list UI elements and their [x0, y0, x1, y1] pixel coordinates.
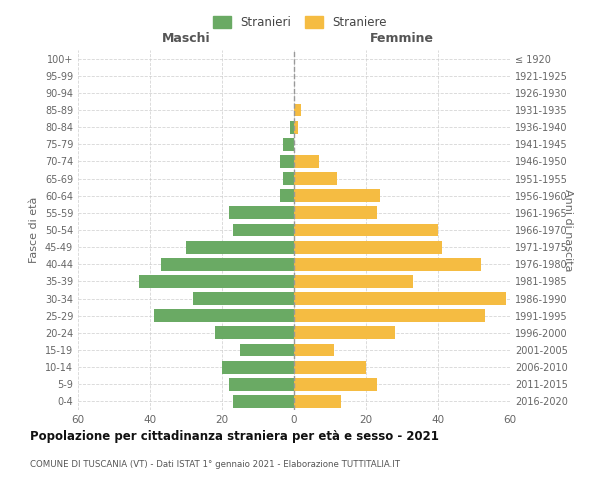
Text: Femmine: Femmine — [370, 32, 434, 45]
Text: Popolazione per cittadinanza straniera per età e sesso - 2021: Popolazione per cittadinanza straniera p… — [30, 430, 439, 443]
Bar — [294, 326, 395, 340]
Bar — [139, 275, 294, 288]
Text: COMUNE DI TUSCANIA (VT) - Dati ISTAT 1° gennaio 2021 - Elaborazione TUTTITALIA.I: COMUNE DI TUSCANIA (VT) - Dati ISTAT 1° … — [30, 460, 400, 469]
Bar — [294, 258, 481, 270]
Bar — [290, 120, 294, 134]
Bar — [294, 206, 377, 220]
Bar — [294, 275, 413, 288]
Text: Maschi: Maschi — [161, 32, 211, 45]
Bar — [240, 344, 294, 356]
Bar — [283, 138, 294, 150]
Bar — [280, 190, 294, 202]
Bar — [233, 224, 294, 236]
Y-axis label: Fasce di età: Fasce di età — [29, 197, 39, 263]
Bar — [154, 310, 294, 322]
Bar — [294, 120, 298, 134]
Y-axis label: Anni di nascita: Anni di nascita — [563, 188, 573, 271]
Bar — [294, 310, 485, 322]
Legend: Stranieri, Straniere: Stranieri, Straniere — [208, 11, 392, 34]
Bar — [294, 190, 380, 202]
Bar — [294, 155, 319, 168]
Bar — [294, 172, 337, 185]
Bar — [229, 206, 294, 220]
Bar — [294, 292, 506, 305]
Bar — [294, 378, 377, 390]
Bar — [222, 360, 294, 374]
Bar — [294, 240, 442, 254]
Bar — [229, 378, 294, 390]
Bar — [233, 395, 294, 408]
Bar — [280, 155, 294, 168]
Bar — [215, 326, 294, 340]
Bar — [193, 292, 294, 305]
Bar — [186, 240, 294, 254]
Bar — [294, 104, 301, 117]
Bar — [283, 172, 294, 185]
Bar — [294, 344, 334, 356]
Bar — [294, 395, 341, 408]
Bar — [161, 258, 294, 270]
Bar — [294, 360, 366, 374]
Bar — [294, 224, 438, 236]
